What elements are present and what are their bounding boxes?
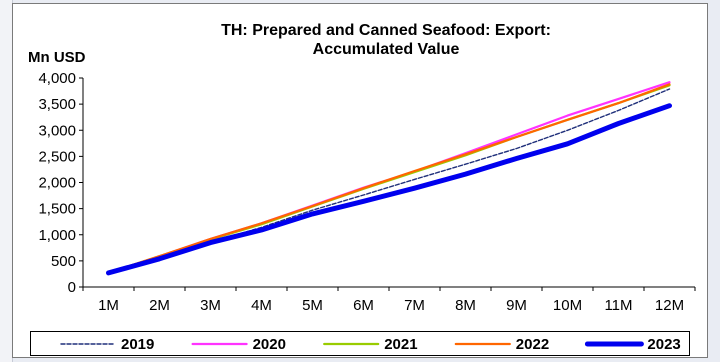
x-tick-label: 6M	[353, 297, 374, 314]
legend-label-2019: 2019	[121, 336, 154, 353]
y-tick-label: 2,500	[38, 148, 76, 165]
x-tick-label: 8M	[455, 297, 476, 314]
x-tick-label: 4M	[251, 297, 272, 314]
y-tick-label: 3,000	[38, 122, 76, 139]
legend: 2019 2020 2021 2022 2023	[30, 331, 690, 356]
y-axis-unit-label: Mn USD	[28, 49, 86, 66]
y-tick-label: 2,000	[38, 175, 76, 192]
chart-title: TH: Prepared and Canned Seafood: Export:…	[26, 21, 720, 59]
series-line-2023	[106, 103, 672, 276]
y-tick-label: 500	[51, 253, 76, 270]
y-tick-label: 4,000	[38, 70, 76, 87]
y-tick-label: 3,500	[38, 96, 76, 113]
x-tick-label: 12M	[655, 297, 684, 314]
chart-frame	[12, 3, 708, 358]
legend-label-2020: 2020	[253, 336, 286, 353]
y-tick-label: 1,000	[38, 227, 76, 244]
x-tick-label: 1M	[98, 297, 119, 314]
chart-title-line2: Accumulated Value	[312, 41, 460, 58]
x-tick-label: 5M	[302, 297, 323, 314]
chart-title-line1: TH: Prepared and Canned Seafood: Export:	[221, 22, 551, 39]
x-tick-label: 2M	[149, 297, 170, 314]
legend-label-2021: 2021	[384, 336, 417, 353]
y-tick-label: 1,500	[38, 201, 76, 218]
y-tick-label: 0	[68, 279, 76, 296]
x-tick-label: 10M	[553, 297, 582, 314]
series-line-2022	[107, 83, 671, 274]
legend-label-2023: 2023	[647, 336, 680, 353]
x-tick-label: 7M	[404, 297, 425, 314]
x-tick-label: 11M	[604, 297, 632, 314]
x-tick-label: 9M	[506, 297, 527, 314]
x-tick-label: 3M	[200, 297, 221, 314]
legend-label-2022: 2022	[516, 336, 549, 353]
